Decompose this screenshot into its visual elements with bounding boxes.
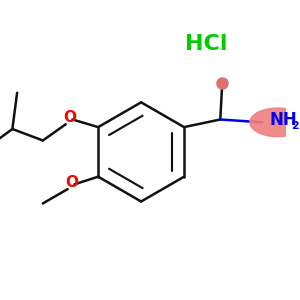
Text: O: O [65,175,78,190]
Text: 2: 2 [291,121,298,131]
Text: HCl: HCl [185,34,227,54]
Text: NH: NH [270,111,298,129]
Ellipse shape [250,108,300,137]
Text: O: O [63,110,76,125]
